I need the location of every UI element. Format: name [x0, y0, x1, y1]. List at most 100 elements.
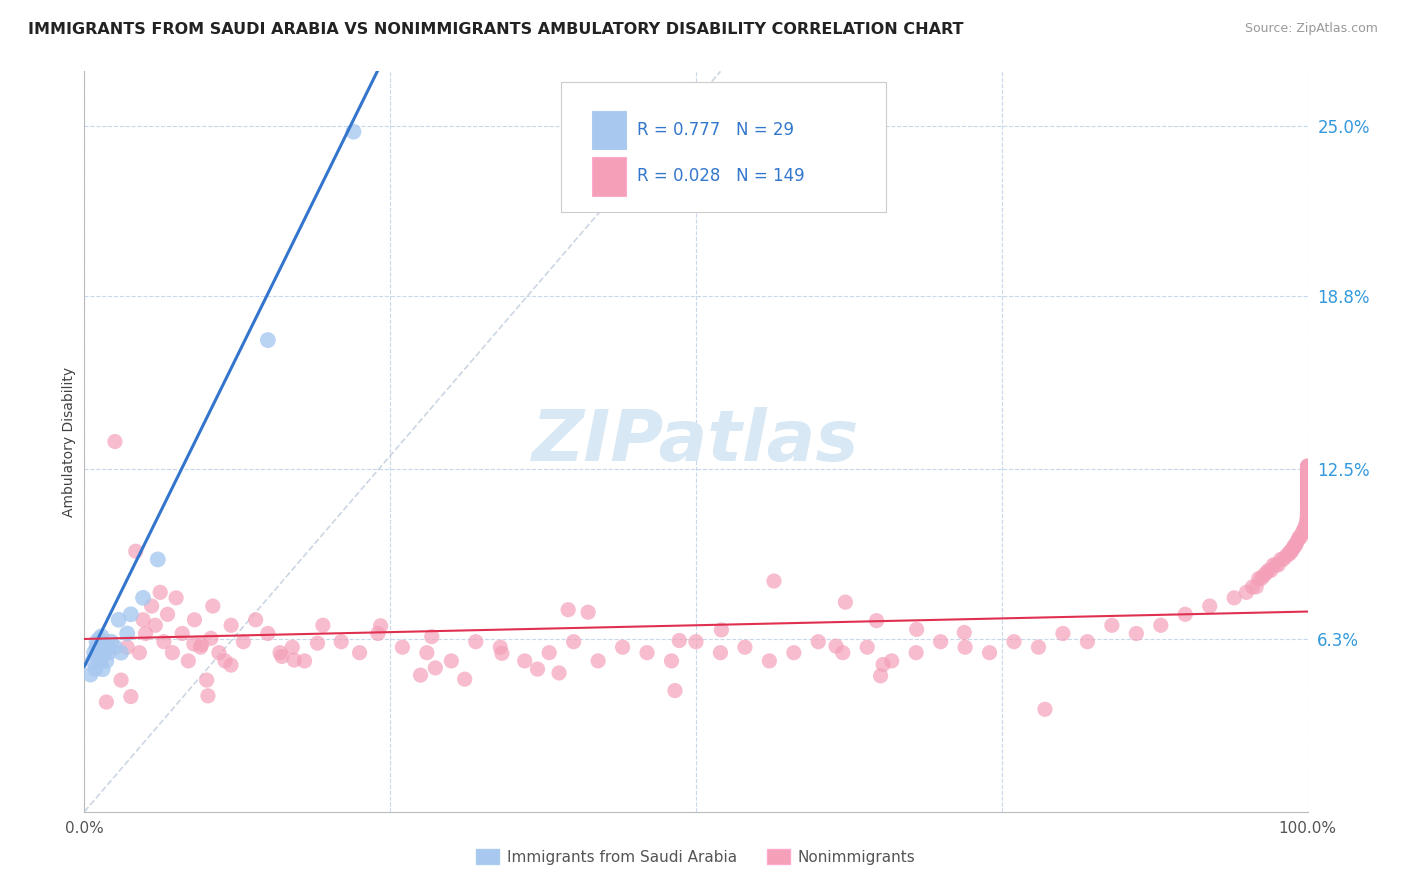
Point	[93, 643, 115, 657]
Point	[489, 640, 512, 655]
Point	[1296, 486, 1319, 500]
Point	[190, 640, 212, 655]
Legend: Immigrants from Saudi Arabia, Nonimmigrants: Immigrants from Saudi Arabia, Nonimmigra…	[470, 843, 922, 871]
Point	[1296, 459, 1319, 474]
Bar	[592, 111, 626, 149]
Point	[107, 613, 129, 627]
Point	[1279, 544, 1302, 558]
Point	[1296, 481, 1319, 495]
Text: ZIPatlas: ZIPatlas	[533, 407, 859, 476]
Point	[84, 662, 107, 676]
Point	[1296, 495, 1319, 509]
Point	[1272, 552, 1295, 566]
Point	[87, 651, 110, 665]
Point	[1270, 552, 1292, 566]
Point	[104, 434, 127, 449]
Point	[548, 665, 571, 680]
Point	[420, 630, 443, 644]
Point	[1277, 547, 1299, 561]
Point	[1254, 566, 1277, 581]
Point	[869, 669, 891, 683]
Point	[905, 623, 928, 637]
Point	[183, 637, 205, 651]
Point	[1296, 478, 1319, 492]
Point	[1289, 531, 1312, 545]
Point	[1198, 599, 1220, 613]
Point	[141, 599, 163, 613]
Point	[115, 626, 138, 640]
Point	[668, 633, 690, 648]
Point	[953, 625, 976, 640]
Point	[86, 640, 108, 655]
Point	[880, 654, 903, 668]
Bar	[592, 157, 626, 195]
Point	[90, 629, 112, 643]
Point	[409, 668, 432, 682]
Point	[172, 626, 194, 640]
Point	[1294, 519, 1316, 533]
Point	[257, 333, 280, 347]
Point	[1296, 495, 1319, 509]
Point	[1291, 528, 1313, 542]
Point	[709, 646, 731, 660]
Point	[1296, 465, 1319, 479]
Point	[1296, 459, 1319, 474]
Point	[1295, 514, 1317, 528]
Point	[1296, 465, 1319, 479]
Point	[1296, 470, 1319, 484]
Point	[1296, 459, 1319, 474]
Point	[120, 607, 142, 622]
Point	[1253, 569, 1275, 583]
Point	[281, 640, 304, 655]
Point	[1296, 489, 1319, 503]
Point	[1296, 467, 1319, 482]
Point	[283, 653, 305, 667]
Point	[177, 654, 200, 668]
Point	[214, 654, 236, 668]
Point	[1292, 524, 1315, 539]
Point	[1174, 607, 1197, 622]
Point	[979, 646, 1001, 660]
Point	[586, 654, 609, 668]
Point	[370, 619, 392, 633]
Point	[783, 646, 806, 660]
Point	[825, 639, 848, 653]
Point	[929, 634, 952, 648]
Point	[513, 654, 536, 668]
Point	[219, 658, 242, 673]
Point	[110, 673, 132, 687]
Point	[1296, 498, 1319, 512]
Point	[128, 646, 150, 660]
Point	[208, 646, 231, 660]
Point	[245, 613, 267, 627]
Point	[562, 634, 585, 648]
Point	[96, 695, 118, 709]
Point	[1296, 475, 1319, 490]
Point	[143, 618, 166, 632]
Point	[257, 626, 280, 640]
Point	[270, 649, 292, 664]
Point	[200, 632, 222, 646]
Point	[115, 640, 138, 655]
Point	[1282, 541, 1305, 556]
Point	[1284, 539, 1306, 553]
Point	[1125, 626, 1147, 640]
Point	[87, 646, 110, 660]
Point	[734, 640, 756, 655]
Point	[1028, 640, 1050, 655]
FancyBboxPatch shape	[561, 82, 886, 212]
Point	[1286, 533, 1309, 548]
Point	[1292, 522, 1315, 536]
Point	[342, 125, 364, 139]
Point	[425, 661, 447, 675]
Point	[201, 599, 224, 613]
Point	[1296, 483, 1319, 498]
Point	[162, 646, 184, 660]
Point	[1296, 470, 1319, 484]
Point	[146, 552, 169, 566]
Point	[685, 634, 707, 648]
Point	[1296, 511, 1319, 525]
Y-axis label: Ambulatory Disability: Ambulatory Disability	[62, 367, 76, 516]
Point	[1288, 531, 1310, 545]
Point	[1033, 702, 1056, 716]
